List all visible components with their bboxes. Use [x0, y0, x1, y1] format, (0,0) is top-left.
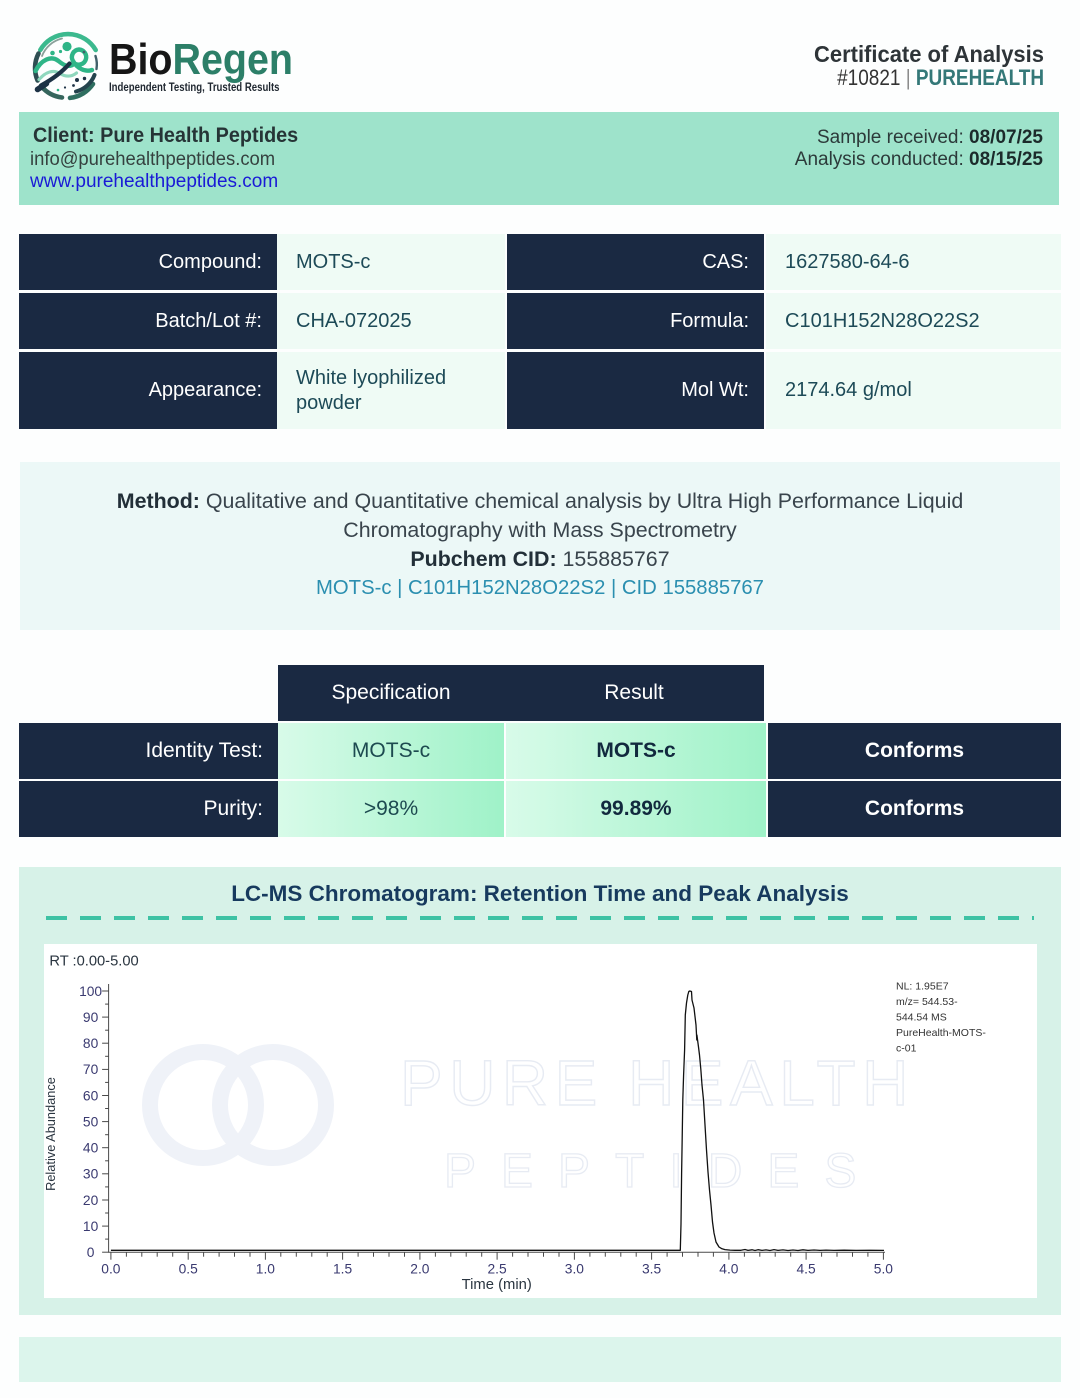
- svg-text:NL: 1.95E7: NL: 1.95E7: [896, 981, 949, 993]
- svg-text:10: 10: [83, 1219, 99, 1234]
- svg-text:3.0: 3.0: [565, 1262, 585, 1277]
- svg-text:80: 80: [83, 1036, 99, 1051]
- svg-text:0: 0: [87, 1245, 95, 1260]
- svg-text:2.5: 2.5: [488, 1262, 508, 1277]
- svg-text:1.5: 1.5: [333, 1262, 353, 1277]
- svg-text:40: 40: [83, 1141, 99, 1156]
- svg-text:PEPTIDES: PEPTIDES: [444, 1145, 881, 1198]
- svg-text:PureHealth-MOTS-: PureHealth-MOTS-: [896, 1027, 986, 1039]
- svg-text:PURE HEALTH: PURE HEALTH: [400, 1047, 915, 1119]
- svg-text:544.54 MS: 544.54 MS: [896, 1012, 947, 1024]
- svg-text:90: 90: [83, 1010, 99, 1025]
- svg-text:70: 70: [83, 1062, 99, 1077]
- svg-text:0.5: 0.5: [179, 1262, 199, 1277]
- svg-text:60: 60: [83, 1088, 99, 1103]
- svg-text:3.5: 3.5: [642, 1262, 662, 1277]
- svg-text:100: 100: [79, 984, 102, 999]
- svg-text:20: 20: [83, 1193, 99, 1208]
- svg-text:50: 50: [83, 1114, 99, 1129]
- svg-text:1.0: 1.0: [256, 1262, 276, 1277]
- svg-text:2.0: 2.0: [410, 1262, 430, 1277]
- svg-text:Relative Abundance: Relative Abundance: [44, 1077, 58, 1191]
- svg-text:Time (min): Time (min): [462, 1277, 532, 1293]
- svg-text:c-01: c-01: [896, 1043, 917, 1055]
- svg-text:RT :0.00-5.00: RT :0.00-5.00: [49, 954, 138, 970]
- svg-text:m/z= 544.53-: m/z= 544.53-: [896, 996, 958, 1008]
- svg-text:30: 30: [83, 1167, 99, 1182]
- svg-text:0.0: 0.0: [101, 1262, 121, 1277]
- svg-text:4.5: 4.5: [797, 1262, 817, 1277]
- svg-text:5.0: 5.0: [874, 1262, 894, 1277]
- svg-text:4.0: 4.0: [719, 1262, 739, 1277]
